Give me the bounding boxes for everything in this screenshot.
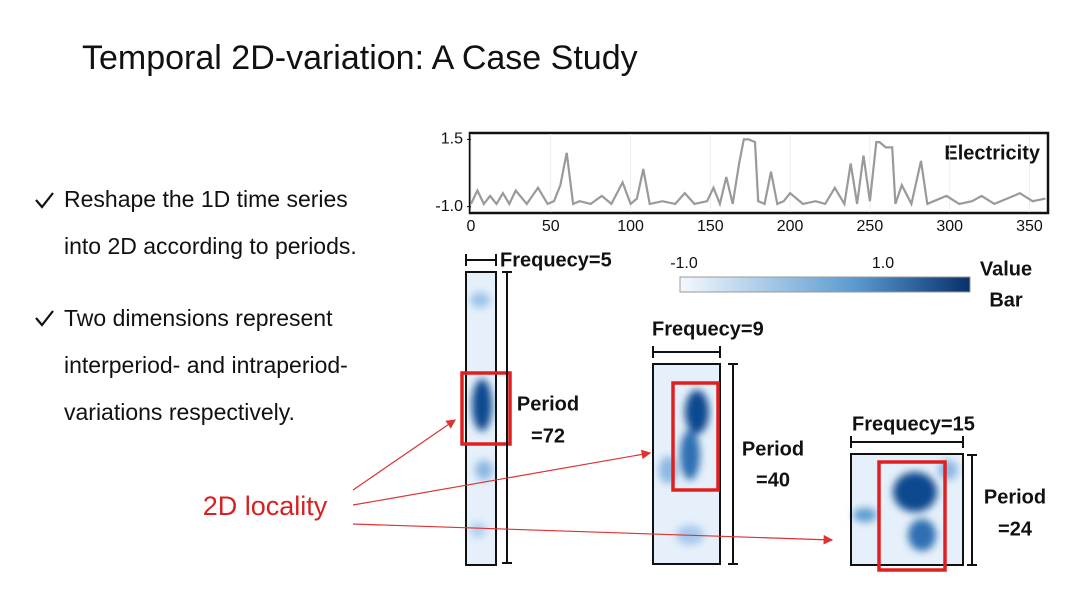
- frequency-label: Frequecy=9: [652, 318, 764, 340]
- line-chart: Electricity 0 50 100 150 200 250 300 350 -1.0 1.5: [435, 131, 1050, 235]
- x-tick-label: 100: [617, 218, 644, 235]
- period-label: Period: [984, 486, 1046, 508]
- annotation: 2D locality: [203, 491, 328, 521]
- title: Temporal 2D-variation: A Case Study: [82, 39, 638, 77]
- x-tick-label: 250: [857, 218, 884, 235]
- y-tick-label: 1.5: [441, 131, 463, 148]
- heatmap-3: Frequecy=15 Period =24: [850, 413, 1046, 572]
- chart-label: Electricity: [944, 142, 1040, 164]
- x-tick-label: 150: [697, 218, 724, 235]
- y-tick-label: -1.0: [435, 198, 463, 215]
- colorbar: -1.0 1.0 Value Bar: [670, 255, 1032, 311]
- bullet-line: Reshape the 1D time series: [64, 186, 348, 212]
- heatmap-1: Frequecy=5 Period =72: [460, 249, 612, 566]
- colorbar-bar: [679, 276, 971, 293]
- bullet-line: variations respectively.: [64, 399, 295, 425]
- x-tick-label: 200: [777, 218, 804, 235]
- period-label: Period: [517, 393, 579, 415]
- period-label: =72: [531, 425, 565, 447]
- period-label: Period: [742, 438, 804, 460]
- heatmap-2: Frequecy=9 Period =40: [652, 318, 804, 565]
- x-tick-label: 350: [1016, 218, 1043, 235]
- bullet-line: Two dimensions represent: [64, 305, 333, 331]
- colorbar-label: 1.0: [872, 255, 894, 272]
- arrows: [352, 419, 834, 545]
- frequency-label: Frequecy=5: [500, 249, 612, 271]
- x-tick-label: 0: [467, 218, 476, 235]
- period-label: =40: [756, 469, 790, 491]
- frequency-label: Frequecy=15: [852, 413, 975, 435]
- colorbar-title: Value: [980, 258, 1032, 280]
- bullet-line: into 2D according to periods.: [64, 233, 357, 259]
- x-tick-label: 300: [936, 218, 963, 235]
- check-icons: [35, 192, 54, 327]
- period-label: =24: [998, 518, 1033, 540]
- colorbar-title: Bar: [989, 289, 1023, 311]
- bullet-line: interperiod- and intraperiod-: [64, 352, 348, 378]
- colorbar-label: -1.0: [670, 255, 698, 272]
- series-line: [470, 138, 1046, 208]
- x-tick-label: 50: [542, 218, 560, 235]
